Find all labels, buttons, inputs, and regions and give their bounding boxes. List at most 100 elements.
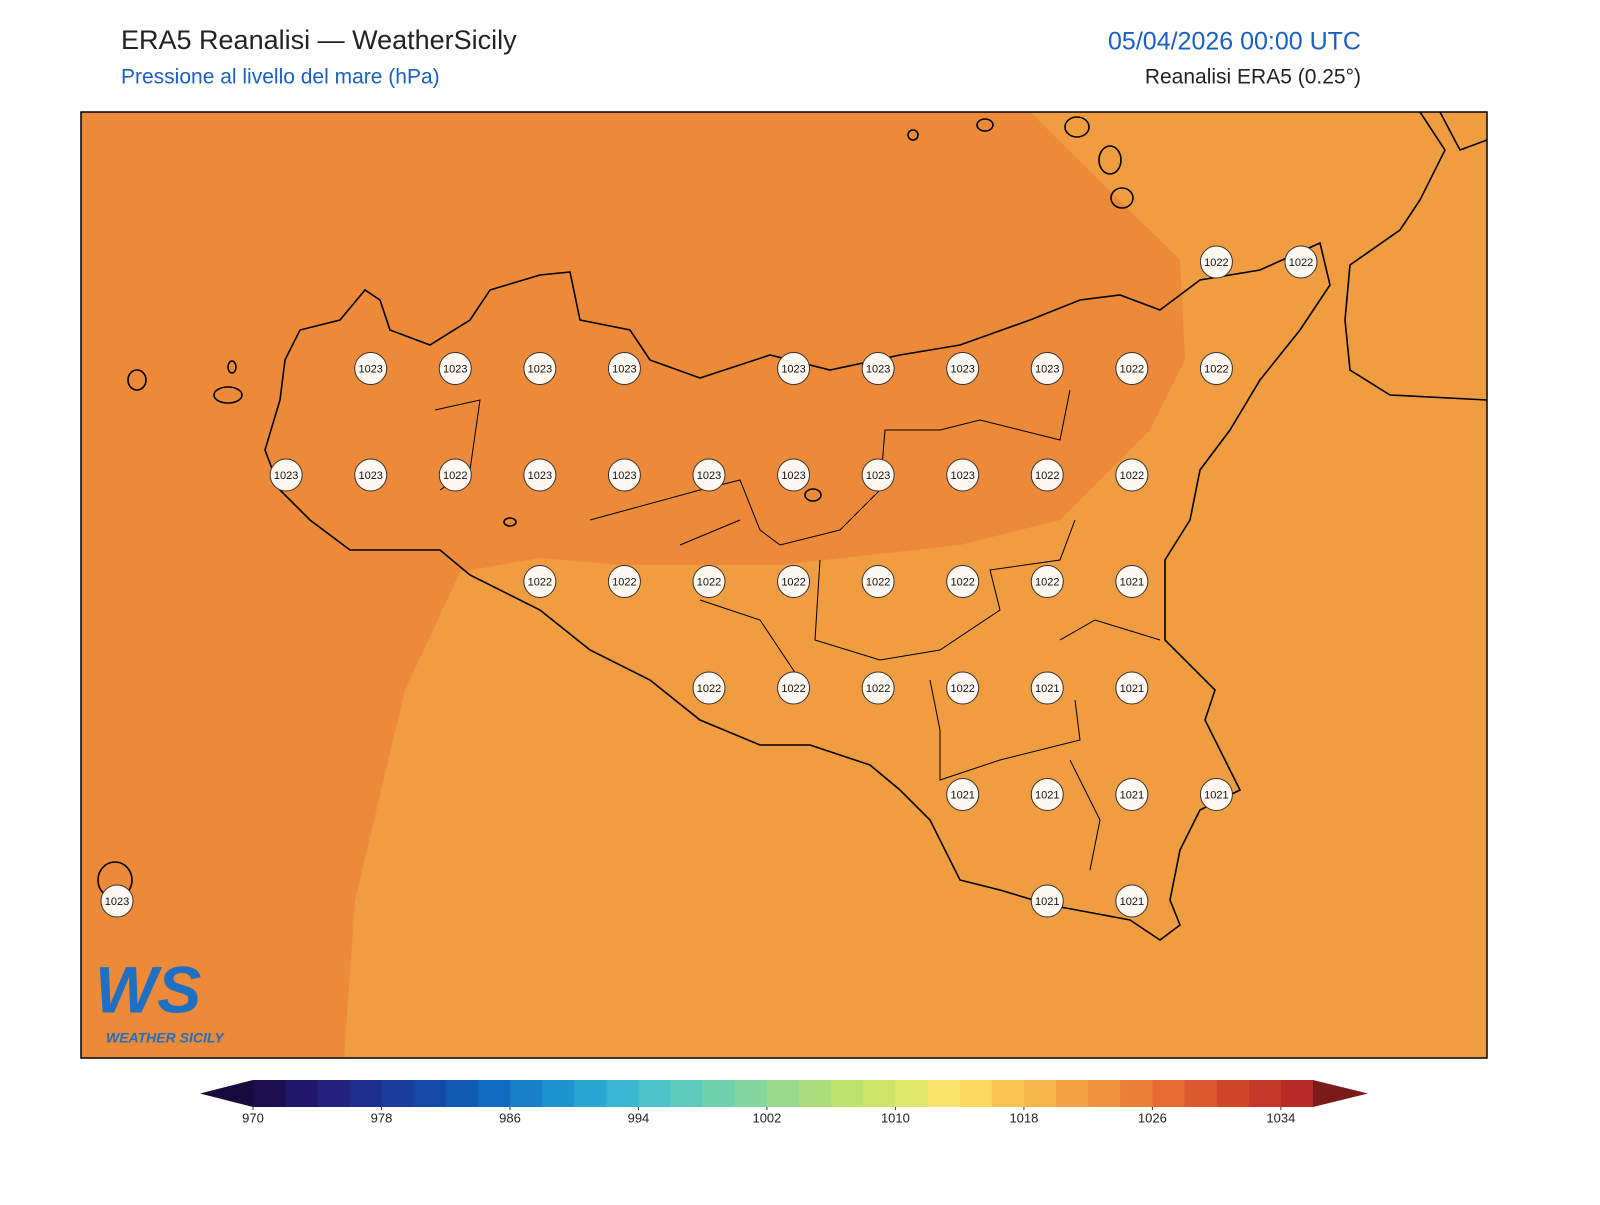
station-marker: [438, 458, 472, 492]
station-value: 1022: [1204, 257, 1228, 269]
station-marker: [1115, 671, 1149, 705]
station-value: 1023: [781, 363, 805, 375]
station-value: 1022: [697, 683, 721, 695]
station-value: 1023: [866, 363, 890, 375]
colorbar-tick-label: 994: [628, 1110, 650, 1125]
colorbar-tick-label: 1010: [881, 1110, 910, 1125]
station-value: 1022: [781, 683, 805, 695]
map-frame: [80, 111, 1488, 1059]
station-value: 1022: [950, 683, 974, 695]
station-marker: [1115, 778, 1149, 811]
station-value: 1022: [866, 576, 890, 588]
colorbar-segment: [317, 1080, 350, 1107]
station-value: 1022: [866, 683, 890, 695]
colorbar-segment: [381, 1080, 415, 1107]
station-marker: [1115, 352, 1149, 385]
colorbar-segment: [799, 1080, 832, 1107]
colorbar: 970 978 986 994 1002 1010 1018 1026 1034: [200, 1080, 1368, 1125]
station-marker: [1030, 352, 1064, 385]
station-value: 1023: [528, 470, 552, 482]
station-value: 1022: [697, 576, 721, 588]
colorbar-segment: [413, 1080, 447, 1107]
colorbar-segment: [670, 1080, 704, 1107]
station-marker: [861, 671, 895, 705]
colorbar-segment: [509, 1080, 543, 1107]
station-marker: [777, 671, 811, 705]
colorbar-segment: [927, 1080, 961, 1107]
datetime: 05/04/2026 00:00 UTC: [1108, 28, 1361, 56]
station-value: 1022: [1035, 576, 1059, 588]
station-marker: [946, 352, 980, 385]
colorbar-segment: [766, 1080, 800, 1107]
station-marker: [1030, 458, 1064, 492]
station-marker: [1115, 458, 1149, 492]
colorbar-segment: [1216, 1080, 1250, 1107]
colorbar-segment: [863, 1080, 896, 1107]
station-marker: [269, 458, 303, 492]
colorbar-segment: [1280, 1080, 1314, 1107]
station-marker: [438, 352, 472, 385]
colorbar-segment: [477, 1080, 511, 1107]
station-marker: [861, 352, 895, 385]
station-marker: [777, 352, 811, 385]
station-value: 1023: [612, 470, 636, 482]
station-marker: [1115, 884, 1149, 918]
colorbar-segment: [831, 1080, 864, 1107]
station-marker: [777, 458, 811, 492]
colorbar-segment: [702, 1080, 736, 1107]
station-marker: [1199, 352, 1233, 385]
station-value: 1023: [274, 470, 298, 482]
colorbar-segment: [574, 1080, 607, 1107]
colorbar-segment: [1120, 1080, 1153, 1107]
station-marker: [946, 458, 980, 492]
station-marker: [1030, 778, 1064, 811]
station-value: 1023: [358, 470, 382, 482]
station-value: 1022: [1289, 257, 1313, 269]
colorbar-segment: [959, 1080, 993, 1107]
station-marker: [1199, 778, 1233, 811]
colorbar-tick-label: 970: [242, 1110, 264, 1125]
colorbar-tick-label: 1018: [1009, 1110, 1038, 1125]
station-marker: [946, 565, 980, 598]
station-value: 1021: [1120, 683, 1144, 695]
coastline: [97, 111, 1488, 941]
map: 1022 1022 1023 1023 1023 1023 1023 1023 1023 1023…: [80, 111, 1488, 1059]
logo-mark: WS: [95, 952, 201, 1026]
station-marker: [523, 565, 557, 598]
station-marker: [692, 565, 726, 598]
colorbar-over: [1313, 1080, 1368, 1107]
station-value: 1022: [950, 576, 974, 588]
station-marker: [692, 671, 726, 705]
colorbar-segment: [445, 1080, 479, 1107]
station-value: 1023: [1035, 363, 1059, 375]
station-value: 1023: [358, 363, 382, 375]
colorbar-segment: [1088, 1080, 1121, 1107]
colorbar-tick-label: 986: [499, 1110, 521, 1125]
station-value: 1021: [1204, 789, 1228, 801]
colorbar-tick-label: 1026: [1138, 1110, 1167, 1125]
colorbar-segment: [1248, 1080, 1282, 1107]
station-value: 1023: [950, 470, 974, 482]
title: ERA5 Reanalisi — WeatherSicily: [121, 25, 517, 55]
station-marker: [523, 352, 557, 385]
colorbar-under: [200, 1080, 253, 1107]
colorbar-segment: [606, 1080, 639, 1107]
colorbar-tick-label: 1002: [752, 1110, 781, 1125]
colorbar-tick-label: 978: [371, 1110, 393, 1125]
station-marker: [1284, 245, 1318, 279]
station-marker: [946, 671, 980, 705]
station-marker: [607, 352, 641, 385]
station-marker: [354, 352, 388, 385]
station-marker: [692, 458, 726, 492]
colorbar-segment: [638, 1080, 672, 1107]
station-marker: [607, 565, 641, 598]
colorbar-segment: [991, 1080, 1025, 1107]
station-value: 1022: [1035, 470, 1059, 482]
station-value: 1023: [950, 363, 974, 375]
colorbar-segment: [734, 1080, 768, 1107]
station-value: 1022: [781, 576, 805, 588]
station-marker: [523, 458, 557, 492]
field-high: [81, 112, 1185, 1058]
station-marker: [861, 565, 895, 598]
